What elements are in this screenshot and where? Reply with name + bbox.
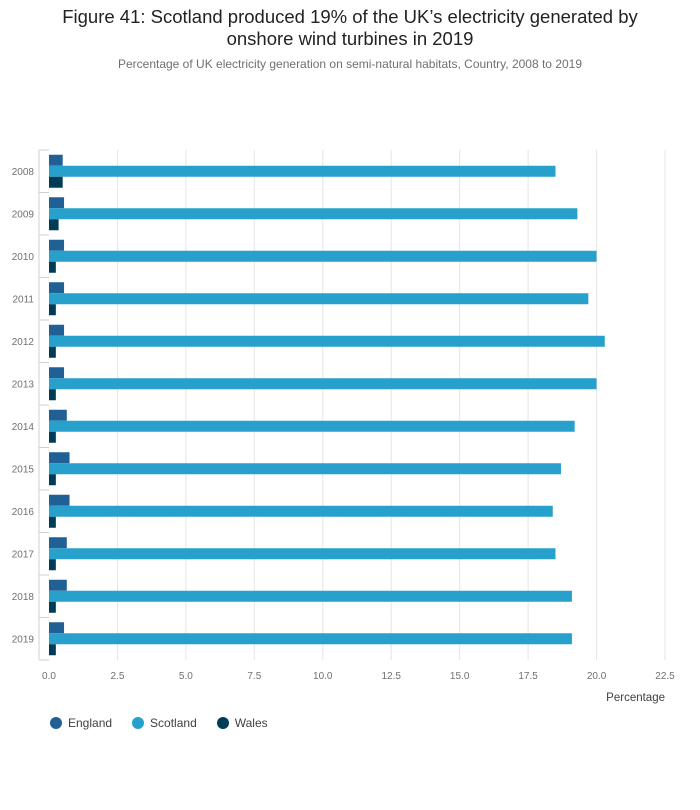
legend-swatch (50, 717, 62, 729)
legend-label: Scotland (150, 716, 197, 730)
y-tick-label: 2008 (12, 167, 35, 178)
bar-england (49, 197, 65, 209)
bar-england (49, 622, 65, 634)
y-tick-label: 2010 (12, 252, 35, 263)
bar-england (49, 494, 70, 506)
y-tick-label: 2016 (12, 507, 35, 518)
legend: England Scotland Wales (50, 716, 268, 730)
x-tick-label: 2.5 (110, 671, 124, 682)
x-tick-label: 5.0 (179, 671, 193, 682)
x-tick-label: 0.0 (42, 671, 56, 682)
legend-swatch (132, 717, 145, 729)
legend-label: England (68, 716, 113, 730)
y-tick-label: 2017 (12, 549, 35, 560)
y-tick-label: 2018 (12, 592, 35, 603)
bar-wales (49, 474, 56, 486)
x-tick-label: 15.0 (450, 671, 470, 682)
bar-wales (49, 219, 59, 231)
bar-scotland (49, 208, 578, 220)
bar-wales (49, 176, 63, 188)
bar-wales (49, 304, 56, 316)
bar-england (49, 324, 65, 336)
y-tick-label: 2012 (12, 337, 35, 348)
bar-scotland (49, 250, 597, 262)
legend-item-england[interactable]: England (50, 716, 112, 730)
x-tick-label: 12.5 (381, 671, 401, 682)
x-tick-label: 10.0 (313, 671, 333, 682)
legend-item-wales[interactable]: Wales (216, 716, 268, 730)
chart-subtitle: Percentage of UK electricity generation … (117, 57, 583, 71)
x-tick-label: 7.5 (247, 671, 261, 682)
bar-england (49, 537, 67, 549)
y-tick-label: 2011 (12, 294, 34, 305)
bar-england (49, 154, 63, 166)
bar-scotland (49, 293, 589, 305)
x-tick-label: 22.5 (655, 671, 675, 682)
bar-scotland (49, 420, 575, 432)
bar-scotland (49, 165, 556, 177)
bar-wales (49, 516, 56, 528)
bar-wales (49, 346, 56, 358)
legend-swatch (216, 717, 229, 729)
legend-label: Wales (234, 716, 268, 730)
bar-scotland (49, 548, 556, 560)
chart-title: Figure 41: Scotland produced 19% of the … (20, 6, 680, 50)
bar-england (49, 409, 67, 421)
bar-wales (49, 644, 56, 656)
y-tick-label: 2009 (12, 209, 35, 220)
y-tick-label: 2013 (12, 379, 35, 390)
bar-wales (49, 559, 56, 571)
y-tick-label: 2019 (12, 634, 35, 645)
chart-title-line-1: Figure 41: Scotland produced 19% of the … (62, 6, 638, 27)
legend-item-scotland[interactable]: Scotland (132, 716, 197, 730)
y-tick-label: 2014 (12, 422, 35, 433)
bar-scotland (49, 505, 553, 517)
bar-scotland (49, 378, 597, 390)
bar-england (49, 239, 65, 251)
bar-scotland (49, 590, 572, 602)
bar-wales (49, 389, 56, 401)
chart-title-line-2: onshore wind turbines in 2019 (226, 28, 474, 49)
bar-england (49, 452, 70, 464)
bar-scotland (49, 463, 561, 475)
bar-england (49, 579, 67, 591)
bar-wales (49, 601, 56, 613)
x-axis-title: Percentage (606, 692, 665, 704)
bar-england (49, 282, 65, 294)
x-tick-label: 17.5 (518, 671, 538, 682)
bar-wales (49, 261, 56, 273)
bar-scotland (49, 335, 605, 347)
bar-wales (49, 431, 56, 443)
bar-england (49, 367, 65, 379)
bar-scotland (49, 633, 572, 645)
x-tick-label: 20.0 (587, 671, 607, 682)
y-tick-label: 2015 (12, 464, 35, 475)
